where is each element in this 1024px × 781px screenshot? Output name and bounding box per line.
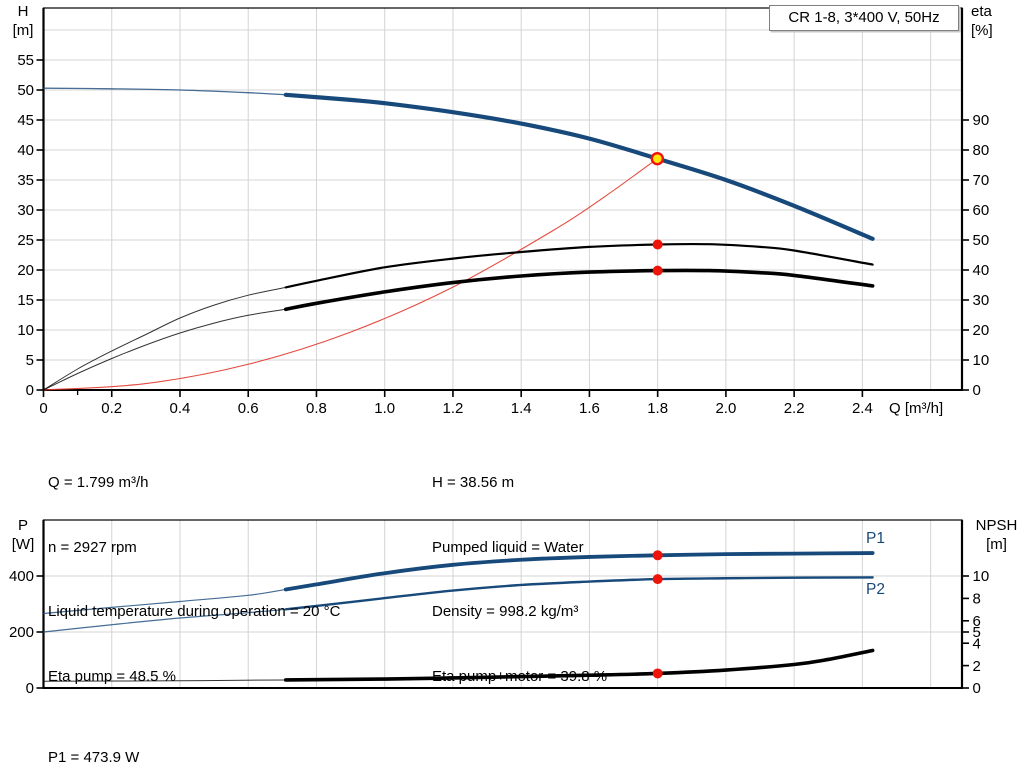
right-axis-tick-label: 80 xyxy=(973,142,990,159)
curve-eta-pump-motor xyxy=(283,268,875,312)
curve-system-curve xyxy=(42,158,658,391)
curve-H-thin xyxy=(42,87,287,96)
info-line-q: Q = 1.799 m³/h xyxy=(48,474,149,491)
left-axis-tick-label: 400 xyxy=(9,568,34,585)
curve-P2 xyxy=(284,576,874,611)
h-axis-title-symbol: H xyxy=(17,3,29,20)
curve-P2-thin xyxy=(42,608,287,633)
left-axis-tick-label: 15 xyxy=(17,292,34,309)
power-npsh-info: P1 = 473.9 W P2 = 388.9 W NPSH = 1.3 m xyxy=(48,703,144,781)
eta-axis-title-unit: [%] xyxy=(971,22,993,39)
eta-axis-title: eta [%] xyxy=(971,2,1023,40)
x-axis-tick-label: 2.4 xyxy=(852,400,873,417)
info-line-density: Density = 998.2 kg/m³ xyxy=(432,603,579,620)
info-line-temperature: Liquid temperature during operation = 20… xyxy=(48,603,341,620)
p-axis-title-unit: [W] xyxy=(11,536,35,553)
left-axis-tick-label: 200 xyxy=(9,624,34,641)
info-line-eta-pump-motor: Eta pump+motor = 39.8 % xyxy=(432,667,608,685)
right-axis-tick-label: 5 xyxy=(973,624,981,641)
x-axis-tick-label: 0.8 xyxy=(306,400,327,417)
left-axis-tick-label: 25 xyxy=(17,232,34,249)
right-axis-tick-label: 30 xyxy=(973,292,990,309)
curve-eta-pump xyxy=(284,242,874,289)
info-line-liquid: Pumped liquid = Water xyxy=(432,538,584,556)
right-axis-tick-label: 50 xyxy=(973,232,990,249)
operating-point-dot xyxy=(652,239,663,250)
left-axis-tick-label: 0 xyxy=(26,382,34,399)
p-axis-title-symbol: P xyxy=(17,517,28,534)
right-axis-tick-label: 10 xyxy=(973,352,990,369)
curve-NPSH-thin xyxy=(43,679,287,682)
x-axis-tick-label: 1.2 xyxy=(443,400,464,417)
npsh-axis-title-unit: [m] xyxy=(986,536,1007,553)
h-axis-title: H [m] xyxy=(4,2,42,40)
curve-P1 xyxy=(283,551,875,592)
operating-point-marker xyxy=(650,151,665,166)
curve-H xyxy=(283,92,875,241)
series-label-P1: P1 xyxy=(866,530,885,547)
right-axis-tick-label: 0 xyxy=(973,680,981,697)
x-axis-tick-label: 1.4 xyxy=(511,400,532,417)
operating-point-dot xyxy=(652,550,663,561)
right-axis-tick-label: 4 xyxy=(973,635,981,652)
x-axis-tick-label: 2.0 xyxy=(715,400,736,417)
left-axis-tick-label: 35 xyxy=(17,172,34,189)
right-axis-tick-label: 40 xyxy=(973,262,990,279)
right-axis-tick-label: 20 xyxy=(973,322,990,339)
x-axis-tick-label: 0 xyxy=(39,400,47,417)
info-line-p1: P1 = 473.9 W xyxy=(48,749,140,766)
left-axis-tick-label: 5 xyxy=(26,352,34,369)
info-line-eta-pump: Eta pump = 48.5 % xyxy=(48,667,176,685)
info-line-speed: n = 2927 rpm xyxy=(48,538,137,556)
info-line-head: H = 38.56 m xyxy=(432,474,515,491)
x-axis-unit-label: Q [m³/h] xyxy=(889,400,943,417)
x-axis-tick-label: 0.4 xyxy=(170,400,191,417)
x-axis-tick-label: 1.6 xyxy=(579,400,600,417)
left-axis-tick-label: 40 xyxy=(17,142,34,159)
right-axis-tick-label: 70 xyxy=(973,172,990,189)
right-axis-tick-label: 60 xyxy=(973,202,990,219)
curve-NPSH xyxy=(283,648,875,682)
curve-eta-pump-motor-thin xyxy=(43,308,287,391)
x-axis-tick-label: 2.2 xyxy=(784,400,805,417)
x-axis-tick-label: 0.2 xyxy=(101,400,122,417)
left-axis-tick-label: 50 xyxy=(17,82,34,99)
left-axis-tick-label: 20 xyxy=(17,262,34,279)
left-axis-tick-label: 30 xyxy=(17,202,34,219)
left-axis-tick-label: 55 xyxy=(17,52,34,69)
right-axis-tick-label: 6 xyxy=(973,613,981,630)
left-axis-tick-label: 10 xyxy=(17,322,34,339)
eta-axis-title-symbol: eta xyxy=(971,3,992,20)
x-axis-tick-label: 1.0 xyxy=(374,400,395,417)
x-axis-tick-label: 1.8 xyxy=(647,400,668,417)
right-axis-tick-label: 2 xyxy=(973,658,981,675)
series-label-P2: P2 xyxy=(866,581,885,598)
curve-eta-pump-thin xyxy=(43,286,287,391)
left-axis-tick-label: 45 xyxy=(17,112,34,129)
duty-point-info-right: H = 38.56 m Pumped liquid = Water Densit… xyxy=(432,429,607,730)
h-q-eta-chart: 0 5 10 15 20 25 30 35 40 45 50 55 0 10 20 30 40 50 60 70 80 9… xyxy=(17,7,990,417)
right-axis-tick-label: 90 xyxy=(973,112,990,129)
operating-point-dot xyxy=(652,574,663,585)
right-axis-tick-label: 8 xyxy=(973,591,981,608)
left-axis-tick-label: 0 xyxy=(26,680,34,697)
power-npsh-chart: 0 200 400 0 2 456 8 10 P1 P2 xyxy=(9,519,990,697)
operating-point-dot xyxy=(652,265,663,276)
right-axis-tick-label: 10 xyxy=(973,568,990,585)
curve-P1-thin xyxy=(42,588,287,615)
npsh-axis-title: NPSH [m] xyxy=(969,516,1024,554)
h-axis-title-unit: [m] xyxy=(12,22,34,39)
operating-point-dot xyxy=(652,668,663,679)
x-axis-tick-label: 0.6 xyxy=(238,400,259,417)
p-axis-title: P [W] xyxy=(4,516,42,554)
pump-title-box: CR 1-8, 3*400 V, 50Hz xyxy=(769,5,959,31)
duty-point-info-left: Q = 1.799 m³/h n = 2927 rpm Liquid tempe… xyxy=(48,429,340,730)
right-axis-tick-label: 0 xyxy=(973,382,981,399)
npsh-axis-title-symbol: NPSH xyxy=(975,517,1018,534)
